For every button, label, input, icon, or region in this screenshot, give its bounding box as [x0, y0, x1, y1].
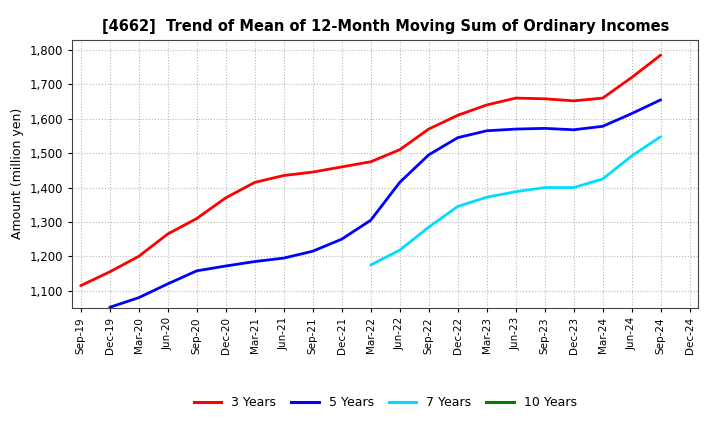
5 Years	[251, 259, 259, 264]
7 Years	[657, 134, 665, 139]
3 Years	[454, 113, 462, 118]
5 Years	[163, 281, 172, 286]
7 Years	[366, 262, 375, 268]
5 Years	[338, 237, 346, 242]
5 Years	[424, 152, 433, 158]
5 Years	[221, 264, 230, 269]
5 Years	[657, 97, 665, 103]
5 Years	[454, 135, 462, 140]
5 Years	[598, 124, 607, 129]
5 Years	[192, 268, 201, 274]
5 Years	[482, 128, 491, 133]
3 Years	[395, 147, 404, 152]
3 Years	[511, 95, 520, 101]
7 Years	[627, 153, 636, 158]
7 Years	[541, 185, 549, 190]
Y-axis label: Amount (million yen): Amount (million yen)	[11, 108, 24, 239]
3 Years	[366, 159, 375, 165]
5 Years	[366, 218, 375, 223]
5 Years	[395, 180, 404, 185]
7 Years	[395, 248, 404, 253]
5 Years	[541, 126, 549, 131]
3 Years	[657, 52, 665, 58]
Line: 3 Years: 3 Years	[81, 55, 661, 286]
3 Years	[598, 95, 607, 101]
5 Years	[279, 256, 288, 261]
3 Years	[279, 173, 288, 178]
5 Years	[135, 295, 143, 301]
7 Years	[570, 185, 578, 190]
3 Years	[163, 231, 172, 237]
5 Years	[105, 304, 114, 310]
3 Years	[482, 103, 491, 108]
7 Years	[598, 176, 607, 182]
5 Years	[570, 127, 578, 132]
3 Years	[570, 98, 578, 103]
Line: 7 Years: 7 Years	[371, 137, 661, 265]
5 Years	[308, 249, 317, 254]
Line: 5 Years: 5 Years	[109, 100, 661, 307]
3 Years	[338, 164, 346, 169]
7 Years	[454, 204, 462, 209]
3 Years	[541, 96, 549, 102]
7 Years	[424, 224, 433, 230]
5 Years	[627, 111, 636, 116]
3 Years	[105, 269, 114, 275]
5 Years	[511, 126, 520, 132]
3 Years	[308, 169, 317, 175]
3 Years	[192, 216, 201, 221]
3 Years	[251, 180, 259, 185]
3 Years	[76, 283, 85, 288]
3 Years	[627, 75, 636, 80]
7 Years	[511, 189, 520, 194]
3 Years	[221, 195, 230, 201]
3 Years	[135, 254, 143, 259]
Title: [4662]  Trend of Mean of 12-Month Moving Sum of Ordinary Incomes: [4662] Trend of Mean of 12-Month Moving …	[102, 19, 669, 34]
3 Years	[424, 126, 433, 132]
7 Years	[482, 194, 491, 200]
Legend: 3 Years, 5 Years, 7 Years, 10 Years: 3 Years, 5 Years, 7 Years, 10 Years	[189, 392, 582, 414]
